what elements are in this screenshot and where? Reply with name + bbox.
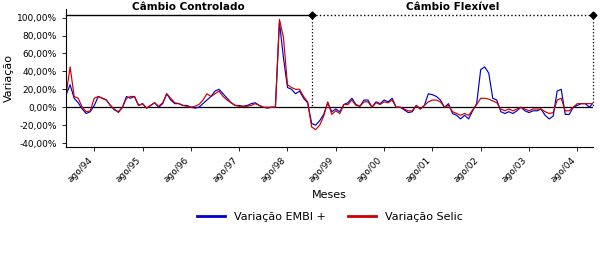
Variação EMBI + xyxy=(62,93,70,96)
Variação Selic xyxy=(276,18,283,21)
Variação EMBI + xyxy=(239,105,247,108)
Variação Selic xyxy=(107,104,114,107)
Legend: Variação EMBI +, Variação Selic: Variação EMBI +, Variação Selic xyxy=(193,208,467,227)
Text: Câmbio Flexível: Câmbio Flexível xyxy=(406,2,499,12)
Variação Selic xyxy=(239,105,247,108)
Variação Selic xyxy=(224,98,231,102)
Text: Câmbio Controlado: Câmbio Controlado xyxy=(133,2,245,12)
Line: Variação Selic: Variação Selic xyxy=(66,19,593,130)
Variação Selic xyxy=(493,101,500,105)
Variação Selic xyxy=(497,107,505,111)
Variação EMBI + xyxy=(107,104,114,107)
Line: Variação EMBI +: Variação EMBI + xyxy=(66,22,593,125)
Y-axis label: Variação: Variação xyxy=(4,54,14,102)
Variação EMBI + xyxy=(312,123,319,127)
Variação EMBI + xyxy=(497,110,505,113)
X-axis label: Meses: Meses xyxy=(313,190,347,200)
Variação EMBI + xyxy=(493,98,500,102)
Variação Selic xyxy=(127,95,134,98)
Variação EMBI + xyxy=(127,96,134,100)
Variação EMBI + xyxy=(276,20,283,24)
Variação Selic xyxy=(62,93,70,96)
Variação EMBI + xyxy=(590,101,597,105)
Variação Selic xyxy=(590,102,597,105)
Variação Selic xyxy=(312,128,319,131)
Variação EMBI + xyxy=(224,96,231,100)
